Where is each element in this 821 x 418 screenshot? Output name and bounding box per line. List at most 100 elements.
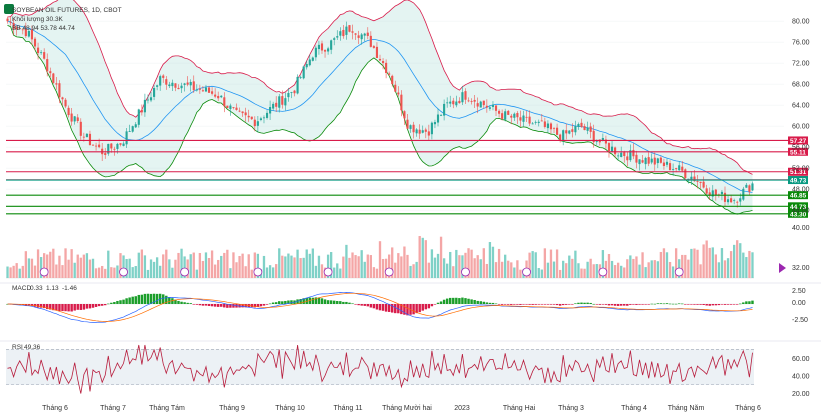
macd-histogram-bar [580, 302, 583, 304]
macd-histogram-bar [708, 304, 711, 306]
event-marker[interactable] [253, 267, 263, 277]
candle-body [9, 22, 12, 23]
macd-histogram-bar [198, 304, 202, 306]
candle-body [595, 140, 598, 142]
macd-histogram-bar [503, 304, 507, 305]
macd-histogram-bar [668, 303, 672, 305]
candle-body [439, 114, 443, 116]
volume-bar [745, 257, 748, 278]
volume-bar [104, 268, 107, 278]
macd-histogram-bar [507, 304, 510, 305]
volume-bar [586, 261, 589, 278]
candle-body [64, 99, 67, 107]
volume-tick-label: 32.00 [792, 265, 810, 272]
macd-histogram-bar [479, 301, 482, 304]
event-marker[interactable] [522, 267, 531, 277]
macd-histogram-bar [342, 301, 345, 304]
candle-body [192, 81, 195, 91]
macd-histogram-bar [433, 304, 437, 305]
candle-body [119, 143, 122, 145]
candle-body [27, 30, 30, 37]
candle-body [372, 46, 375, 48]
volume-bar [354, 255, 357, 278]
macd-histogram-bar [162, 294, 165, 304]
candle-body [714, 189, 717, 196]
event-marker[interactable] [598, 267, 608, 277]
macd-histogram-bar [284, 300, 287, 304]
volume-bar [577, 263, 580, 278]
candle-body [592, 130, 595, 143]
scroll-to-realtime-icon[interactable] [779, 263, 786, 273]
volume-bar [394, 262, 397, 278]
macd-histogram-bar [467, 298, 470, 304]
candle-body [498, 110, 501, 114]
candle-body [620, 152, 623, 158]
macd-histogram-bar [439, 301, 443, 304]
candle-body [116, 143, 119, 149]
event-marker[interactable] [180, 267, 190, 277]
macd-histogram-bar [519, 304, 522, 305]
macd-histogram-bar [613, 304, 617, 306]
candles [6, 16, 754, 208]
macd-histogram-bar [348, 302, 351, 304]
volume-bar [183, 256, 186, 278]
volume-bar [439, 236, 443, 278]
candle-body [244, 112, 247, 116]
candle-body [494, 105, 498, 111]
candle-body [458, 100, 461, 104]
volume-bar [500, 261, 504, 278]
macd-histogram-bar [705, 304, 708, 306]
volume-bar [171, 267, 174, 278]
macd-histogram-bar [595, 304, 598, 305]
macd-histogram-bar [488, 302, 492, 304]
volume-bar [616, 262, 620, 278]
volume-bar [73, 262, 76, 278]
volume-bar [30, 258, 34, 278]
volume-bar [671, 266, 675, 278]
macd-histogram-bar [406, 304, 409, 316]
candle-body [30, 29, 34, 40]
volume-bar [549, 249, 553, 278]
candle-body [635, 154, 638, 163]
macd-histogram-bar [213, 304, 217, 307]
volume-bar [18, 268, 21, 278]
volume-bar [690, 248, 693, 278]
price-level-tag [788, 191, 808, 200]
event-marker[interactable] [323, 267, 333, 277]
bb-upper-line [7, 0, 753, 175]
macd-histogram-bar [412, 304, 415, 315]
macd-histogram-bar [647, 304, 650, 305]
signal-line [7, 292, 753, 322]
event-marker[interactable] [384, 267, 394, 277]
volume-bar [165, 249, 168, 278]
candle-body [363, 33, 366, 36]
macd-histogram-bar [577, 302, 580, 304]
candle-body [733, 200, 736, 202]
candle-body [675, 168, 678, 170]
candle-body [311, 57, 314, 61]
event-marker[interactable] [119, 267, 128, 277]
volume-bar [455, 249, 458, 278]
volume-bar [519, 269, 522, 278]
macd-histogram-bar [424, 304, 428, 310]
event-marker[interactable] [39, 267, 49, 277]
macd-histogram-bar [265, 304, 269, 305]
macd-histogram-bar [543, 304, 547, 305]
event-marker[interactable] [461, 267, 470, 277]
candle-body [665, 161, 669, 165]
macd-histogram-bar [39, 304, 43, 308]
macd-histogram-bar [696, 304, 699, 305]
candle-body [357, 35, 360, 38]
macd-histogram-bar [711, 304, 715, 306]
volume-bar [302, 257, 305, 278]
event-marker[interactable] [674, 267, 684, 277]
candle-body [79, 121, 82, 136]
volume-bar [180, 248, 183, 278]
candle-body [742, 188, 745, 200]
volume-bar [507, 260, 510, 278]
volume-bar [552, 261, 556, 278]
candle-body [272, 103, 275, 109]
candle-body [107, 143, 110, 154]
macd-histogram-bar [586, 302, 589, 304]
macd-histogram-bar [186, 302, 189, 304]
